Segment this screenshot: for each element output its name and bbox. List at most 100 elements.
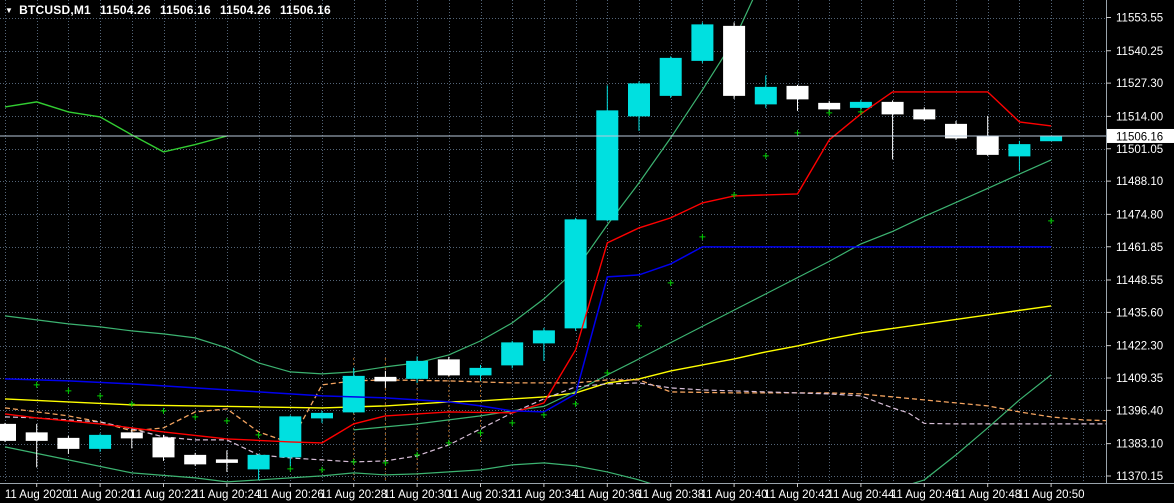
psar-cross-icon [33, 381, 40, 388]
candle-20:41 [754, 75, 777, 108]
psar-cross-icon [857, 108, 864, 115]
senkou-a-line [4, 379, 1106, 444]
time-label: 11 Aug 20:30 [384, 489, 451, 501]
candle-body [596, 110, 619, 221]
candle-20:42 [786, 84, 809, 111]
psar-cross-icon [160, 407, 167, 414]
candle-20:47 [945, 120, 967, 140]
candle-20:18 [25, 423, 48, 468]
candle-20:46 [913, 107, 936, 121]
candle-body [89, 434, 112, 449]
price-label: 11514.00 [1116, 111, 1163, 123]
psar-cross-icon [572, 400, 579, 407]
time-label: 11 Aug 20:42 [764, 489, 831, 501]
psar-cross-icon [65, 387, 72, 394]
candle-body [374, 376, 397, 382]
candle-20:31 [437, 356, 460, 377]
price-axis[interactable]: 11553.55 11540.25 11527.30 11514.00 11501.05… [1106, 13, 1163, 484]
candle-body [849, 101, 872, 108]
tenkan-red-line [4, 91, 1052, 444]
psar-cross-icon [445, 439, 452, 446]
candle-body [913, 109, 936, 120]
price-label: 11553.55 [1116, 13, 1163, 25]
candle-body [501, 342, 524, 366]
time-label: 11 Aug 20:38 [637, 489, 704, 501]
candle-20:37 [628, 81, 650, 131]
band-middle-line [353, 159, 1052, 431]
candle-body [659, 57, 682, 96]
price-label: 11540.25 [1116, 46, 1163, 58]
candle-20:32 [469, 364, 492, 381]
psar-cross-icon [667, 279, 674, 286]
psar-cross-icon [414, 451, 421, 458]
candle-20:24 [215, 450, 238, 472]
candle-20:22 [152, 434, 175, 461]
candle-body [57, 437, 80, 449]
ohlc-high: 11506.16 [159, 3, 211, 17]
psar-cross-icon [762, 152, 769, 159]
candle-20:23 [184, 452, 207, 466]
candle-20:39 [691, 22, 714, 63]
candle-20:25 [247, 453, 270, 480]
time-label: 11 Aug 20:22 [130, 489, 197, 501]
yellow-ma-line [4, 305, 1052, 409]
time-label: 11 Aug 20:44 [827, 489, 895, 501]
psar-cross-icon [255, 431, 262, 438]
price-label: 11448.55 [1116, 275, 1163, 287]
band-upper-line [4, 0, 754, 375]
price-label: 11527.30 [1116, 78, 1163, 90]
candle-20:40 [723, 22, 746, 99]
band-lower-line [4, 374, 1052, 483]
candle-body [723, 25, 746, 96]
candle-20:36 [596, 85, 619, 222]
psar-cross-icon [604, 369, 611, 376]
psar-cross-icon [319, 466, 325, 473]
candle-body [406, 360, 429, 379]
psar-markers [33, 108, 1055, 473]
candle-body [184, 454, 207, 465]
candle-body [215, 459, 238, 463]
bid-tag-label: 11506.16 [1116, 131, 1163, 143]
price-label: 11461.85 [1116, 242, 1163, 254]
time-label: 11 Aug 20:48 [954, 489, 1021, 501]
candle-20:44 [849, 99, 872, 110]
candle-20:35 [564, 217, 587, 331]
candle-20:50 [1040, 135, 1063, 142]
psar-cross-icon [540, 411, 547, 418]
candle-body [564, 219, 587, 329]
candle-body [1008, 144, 1031, 157]
psar-cross-icon [794, 129, 801, 136]
time-label: 11 Aug 20:50 [1018, 489, 1085, 501]
candle-body [786, 85, 809, 100]
candle-body [247, 454, 270, 470]
candle-body [881, 101, 904, 115]
candle-body [818, 102, 841, 110]
candle-20:27 [311, 410, 333, 423]
candle-body [628, 83, 650, 117]
candle-20:19 [57, 435, 80, 454]
candle-body [152, 437, 175, 458]
price-label: 11370.15 [1116, 471, 1163, 483]
candle-body [311, 412, 333, 419]
candle-20:30 [406, 356, 429, 383]
psar-cross-icon [223, 417, 230, 424]
psar-cross-icon [699, 233, 706, 240]
psar-cross-icon [128, 400, 135, 407]
psar-cross-icon [1048, 217, 1055, 224]
time-label: 11 Aug 20:40 [701, 489, 768, 501]
chart-title-bar[interactable]: ▼ BTCUSD,M1 11504.26 11506.16 11504.26 11506.… [5, 3, 331, 17]
candles [0, 22, 1063, 480]
candle-20:45 [881, 100, 904, 160]
symbol-dropdown-icon[interactable]: ▼ [5, 6, 14, 15]
candle-body [945, 123, 967, 139]
candle-20:21 [120, 428, 143, 449]
candle-20:20 [89, 433, 112, 452]
candle-body [754, 86, 777, 105]
price-label: 11396.40 [1116, 405, 1163, 417]
senkou-b-line [4, 382, 1106, 463]
